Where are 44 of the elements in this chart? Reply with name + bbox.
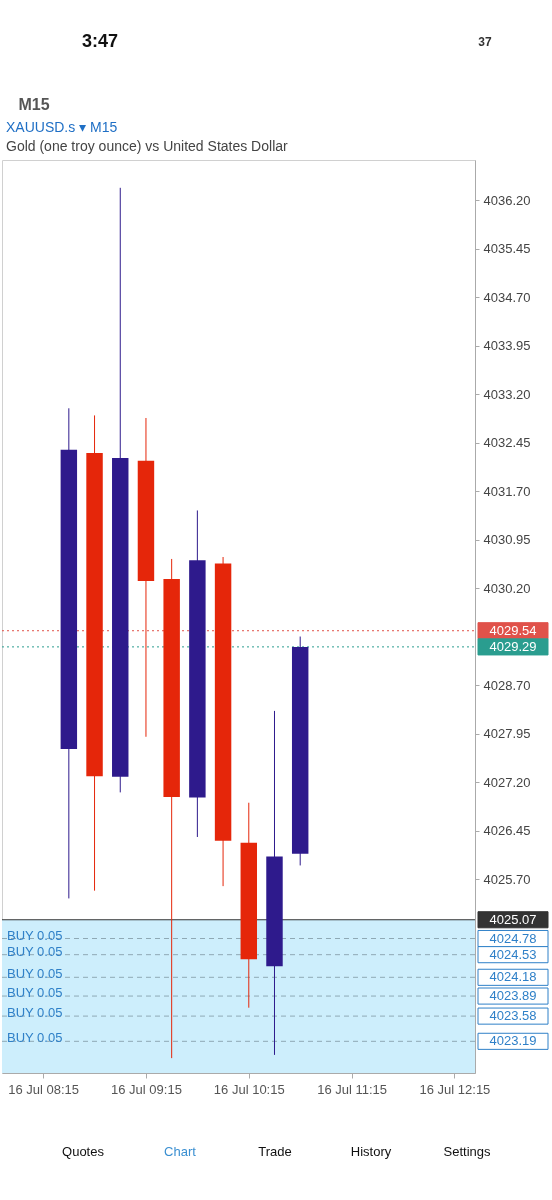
text: M15 [18,96,50,113]
annotation: BUY 0.05 [7,985,63,1001]
y-tick-label: 4033.20 [483,386,531,402]
y-tick-label: 4027.95 [483,726,531,742]
annotation: BUY 0.05 [7,943,63,959]
y-tick-label: 4028.70 [483,677,531,693]
ref-line-label: 4029.54 [489,622,537,638]
y-tick-label: 4026.45 [483,823,531,839]
y-tick-label: 4030.95 [483,532,531,548]
ref-line-label: 4023.58 [489,1008,537,1024]
y-tick-label: 4027.20 [483,774,531,790]
ref-line-label: 4024.78 [489,930,537,946]
text: 37 [478,35,492,49]
text: History [350,1144,392,1159]
annotation: BUY 0.05 [7,1030,63,1046]
text: 3:47 [81,31,119,51]
annotation: BUY 0.05 [7,927,63,943]
y-tick-label: 4036.20 [483,192,531,208]
y-tick-label: 4025.70 [483,871,531,887]
chart-title: XAUUSD.s ▾ M15 [6,119,118,135]
y-tick-label: 4035.45 [483,241,531,257]
x-tick-label: 16 Jul 10:15 [213,1081,285,1097]
text: Settings [443,1144,491,1159]
y-tick-label: 4033.95 [483,338,531,354]
text: Quotes [62,1144,105,1159]
annotation: BUY 0.05 [7,1005,63,1021]
y-tick-label: 4031.70 [483,483,531,499]
ref-line-label: 4025.07 [489,911,537,927]
text: Trade [258,1144,292,1159]
x-tick-label: 16 Jul 09:15 [111,1081,182,1097]
annotation: BUY 0.05 [7,966,63,982]
x-tick-label: 16 Jul 11:15 [317,1081,388,1097]
y-tick-label: 4030.20 [483,580,531,596]
ref-line-label: 4023.19 [489,1033,537,1049]
y-tick-label: 4034.70 [483,289,531,305]
x-tick-label: 16 Jul 08:15 [8,1081,80,1097]
x-tick-label: 16 Jul 12:15 [419,1081,491,1097]
ref-line-label: 4024.18 [489,969,537,985]
y-tick-label: 4032.45 [483,435,531,451]
ref-line-label: 4029.29 [489,638,537,654]
ref-line-label: 4023.89 [489,988,537,1004]
ref-line-label: 4024.53 [489,946,537,962]
text: Chart [164,1144,197,1159]
chart-subtitle: Gold (one troy ounce) vs United States Dollar [6,138,289,154]
